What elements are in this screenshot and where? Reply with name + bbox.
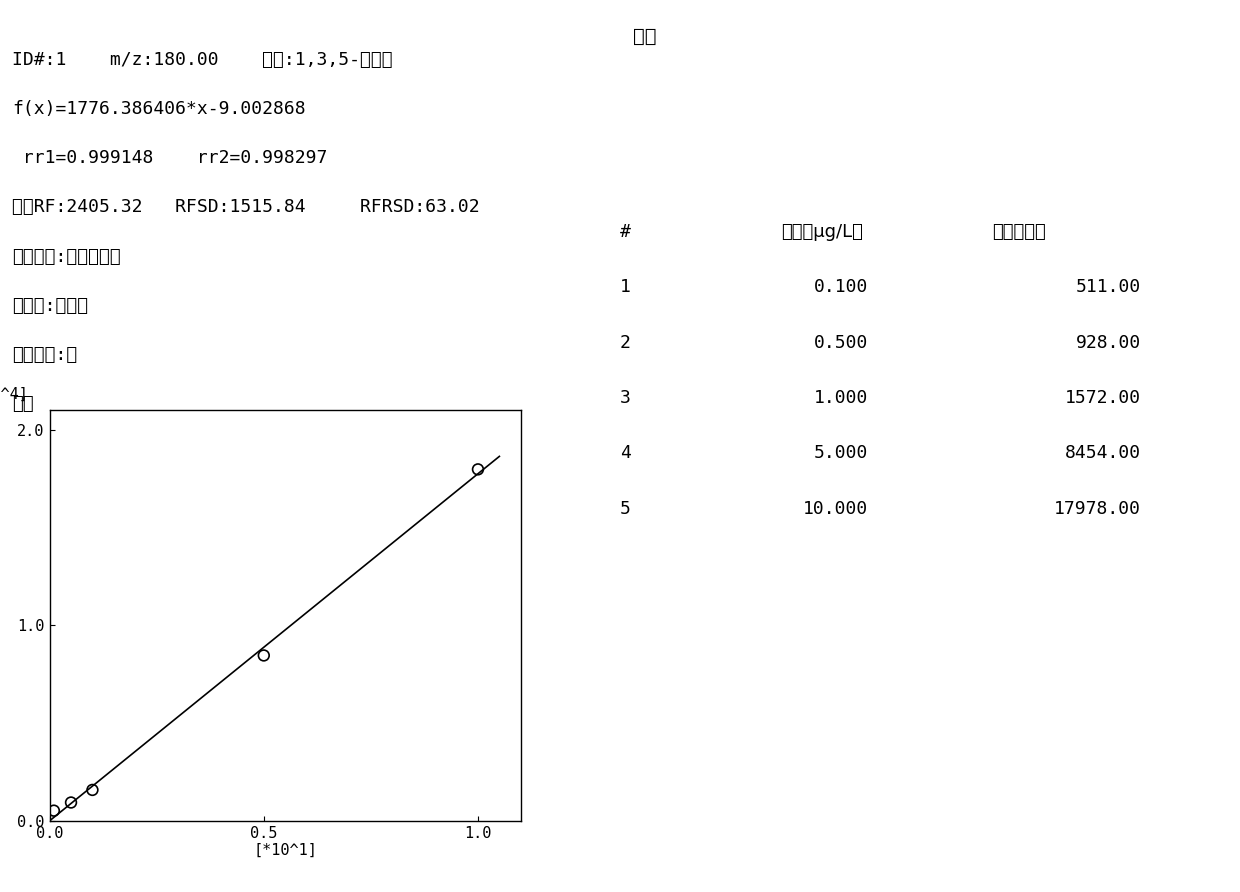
Text: 2: 2 bbox=[620, 334, 631, 351]
Text: f(x)=1776.386406*x-9.002868: f(x)=1776.386406*x-9.002868 bbox=[12, 101, 306, 119]
Text: 5: 5 bbox=[620, 500, 631, 517]
Text: 平均峰面积: 平均峰面积 bbox=[992, 223, 1045, 241]
Point bbox=[61, 796, 81, 810]
Text: ID#:1    m/z:180.00    名称:1,3,5-三氯苯: ID#:1 m/z:180.00 名称:1,3,5-三氯苯 bbox=[12, 51, 393, 70]
Text: 浓度（μg/L）: 浓度（μg/L） bbox=[781, 223, 863, 241]
Point bbox=[83, 783, 103, 797]
Text: 校准: 校准 bbox=[634, 27, 656, 45]
Text: 平均RF:2405.32   RFSD:1515.84     RFRSD:63.02: 平均RF:2405.32 RFSD:1515.84 RFRSD:63.02 bbox=[12, 199, 480, 217]
Text: 1572.00: 1572.00 bbox=[1065, 389, 1141, 407]
Text: 17978.00: 17978.00 bbox=[1054, 500, 1141, 517]
Text: 1.000: 1.000 bbox=[813, 389, 868, 407]
Point bbox=[43, 804, 63, 818]
Text: rr1=0.999148    rr2=0.998297: rr1=0.999148 rr2=0.998297 bbox=[12, 149, 327, 168]
Text: 加权衰退:无: 加权衰退:无 bbox=[12, 345, 78, 364]
Text: 外标: 外标 bbox=[12, 394, 35, 413]
Point bbox=[254, 648, 274, 663]
Text: 0.500: 0.500 bbox=[813, 334, 868, 351]
Text: 1: 1 bbox=[620, 278, 631, 296]
Text: 4: 4 bbox=[620, 444, 631, 462]
Text: 10.000: 10.000 bbox=[802, 500, 868, 517]
Text: 0.100: 0.100 bbox=[813, 278, 868, 296]
Text: [*10^4]: [*10^4] bbox=[0, 387, 29, 402]
Text: 曲线类型:最小二乘法: 曲线类型:最小二乘法 bbox=[12, 248, 122, 266]
Point bbox=[467, 462, 487, 476]
X-axis label: [*10^1]: [*10^1] bbox=[253, 843, 317, 858]
Text: 8454.00: 8454.00 bbox=[1065, 444, 1141, 462]
Text: 3: 3 bbox=[620, 389, 631, 407]
Text: 511.00: 511.00 bbox=[1075, 278, 1141, 296]
Text: 928.00: 928.00 bbox=[1075, 334, 1141, 351]
Text: 过零点:不通过: 过零点:不通过 bbox=[12, 296, 88, 315]
Text: 5.000: 5.000 bbox=[813, 444, 868, 462]
Text: #: # bbox=[620, 223, 631, 241]
